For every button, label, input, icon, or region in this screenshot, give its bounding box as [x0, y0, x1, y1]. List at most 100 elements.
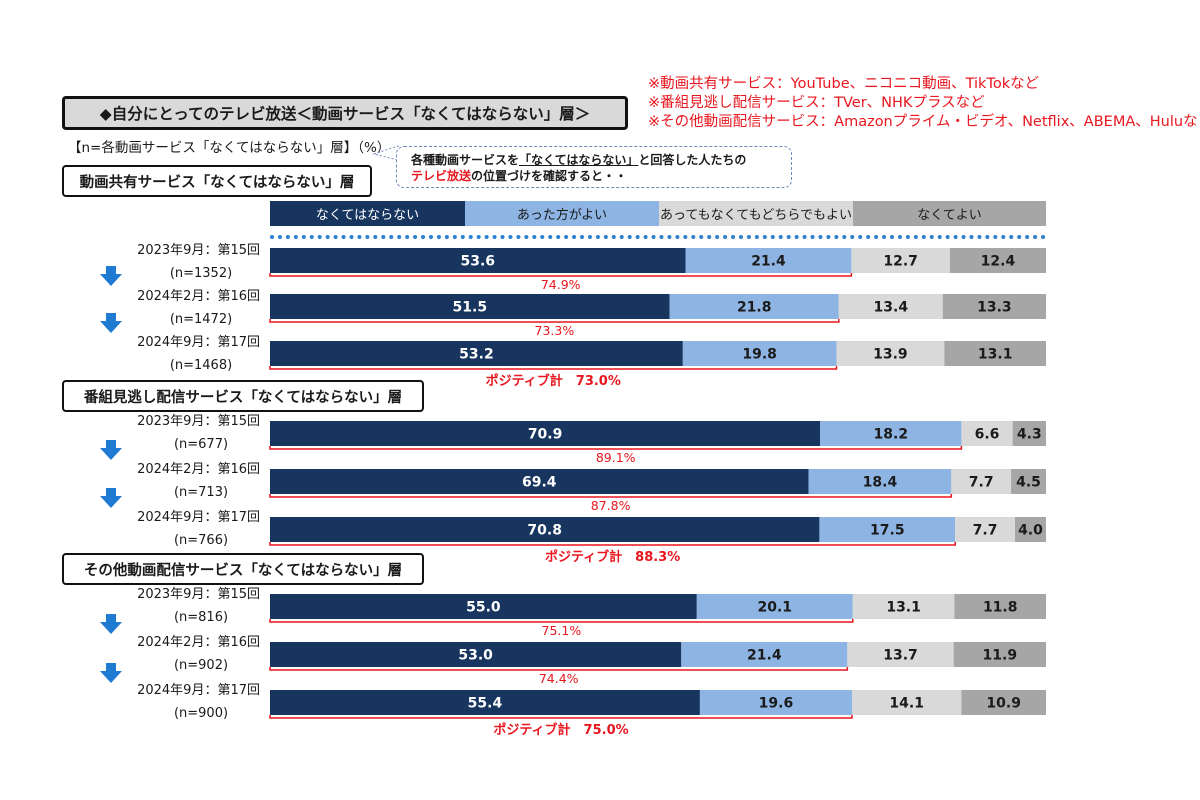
bar-value-label: 53.0 — [458, 648, 493, 664]
bar-segment-better-to-have — [808, 469, 952, 494]
bar-segment-not-needed — [1014, 517, 1046, 542]
bar-value-label: 13.9 — [873, 347, 908, 363]
bar-segment-better-to-have — [685, 248, 852, 273]
note-other-vod: ※その他動画配信サービス：Amazonプライム・ビデオ、Netflix、ABEM… — [648, 114, 1200, 130]
bar-segment-must-have — [270, 248, 686, 273]
bar-segment-must-have — [270, 341, 683, 366]
bar-value-label: 53.6 — [460, 254, 495, 270]
bar-segment-not-needed — [1011, 469, 1046, 494]
bar-value-label: 70.9 — [528, 427, 563, 443]
base-note: 【n=各動画サービス「なくてはならない」層】（%） — [68, 140, 391, 156]
bar-segment-not-needed — [961, 690, 1046, 715]
bar-segment-indifferent — [961, 421, 1013, 446]
bar-segment-must-have — [270, 642, 682, 667]
bar-segment-indifferent — [852, 690, 962, 715]
bar-segment-not-needed — [953, 642, 1046, 667]
group-title-catch-up: 番組見逃し配信サービス「なくてはならない」層 — [62, 380, 424, 412]
bar-segment-not-needed — [942, 294, 1046, 319]
bar-value-label: 18.2 — [874, 427, 909, 443]
bar-segment-indifferent — [951, 469, 1012, 494]
bar-segment-not-needed — [954, 594, 1046, 619]
group-title-video-sharing: 動画共有サービス「なくてはならない」層 — [62, 165, 372, 197]
note-catch-up: ※番組見逃し配信サービス：TVer、NHKプラスなど — [648, 95, 985, 111]
row-label: 2023年9月：第15回 (n=1352) — [137, 243, 260, 281]
bar-segment-indifferent — [838, 294, 943, 319]
bar-value-label: 7.7 — [973, 523, 998, 539]
bar-segment-not-needed — [1012, 421, 1046, 446]
bar-segment-indifferent — [836, 341, 945, 366]
positive-bracket — [269, 667, 849, 671]
legend-item-not-needed: なくてよい — [853, 201, 1046, 226]
bar-value-label: 17.5 — [870, 523, 905, 539]
bar-value-label: 13.4 — [874, 300, 909, 316]
legend-item-must-have: なくてはならない — [270, 201, 465, 226]
bar-value-label: 4.3 — [1017, 427, 1042, 443]
positive-bracket — [269, 619, 854, 623]
note-video-sharing: ※動画共有サービス：YouTube、ニコニコ動画、TikTokなど — [648, 76, 1040, 92]
bar-segment-indifferent — [851, 248, 950, 273]
bar-value-label: 55.0 — [466, 600, 501, 616]
bar-segment-better-to-have — [820, 421, 962, 446]
positive-bracket — [269, 494, 953, 498]
bar-segment-better-to-have — [699, 690, 852, 715]
legend-item-better-to-have: あった方がよい — [465, 201, 659, 226]
bar-value-label: 13.3 — [977, 300, 1012, 316]
bar-segment-better-to-have — [819, 517, 956, 542]
positive-total-label: ポジティブ計 88.3% — [545, 549, 680, 565]
row-label: 2023年9月：第15回 (n=816) — [137, 587, 260, 625]
bar-segment-better-to-have — [682, 341, 837, 366]
bar-value-label: 51.5 — [453, 300, 488, 316]
bar-value-label: 21.8 — [737, 300, 772, 316]
bar-value-label: 20.1 — [758, 600, 793, 616]
positive-total-label: ポジティブ計 75.0% — [493, 722, 628, 738]
service-notes: ※動画共有サービス：YouTube、ニコニコ動画、TikTokなど ※番組見逃し… — [648, 75, 1200, 132]
row-label: 2023年9月：第15回 (n=677) — [137, 414, 260, 452]
bar-segment-not-needed — [944, 341, 1046, 366]
positive-bracket — [269, 319, 840, 323]
legend-item-indifferent: あってもなくてもどちらでもよい — [659, 201, 853, 226]
bar-value-label: 12.7 — [883, 254, 918, 270]
callout-box: 各種動画サービスを「なくてはならない」と回答した人たちの テレビ放送の位置づけを… — [396, 146, 792, 188]
callout-line-2: テレビ放送の位置づけを確認すると・・ — [411, 169, 628, 183]
bar-segment-better-to-have — [696, 594, 853, 619]
callout-line-1: 各種動画サービスを「なくてはならない」と回答した人たちの — [411, 153, 747, 167]
bar-value-label: 13.7 — [883, 648, 918, 664]
positive-share-label: 74.4% — [539, 671, 579, 686]
bar-segment-must-have — [270, 469, 809, 494]
positive-bracket — [269, 542, 956, 546]
arrow-down-icon — [100, 313, 122, 333]
bar-value-label: 18.4 — [863, 475, 898, 491]
bar-value-label: 11.9 — [983, 648, 1018, 664]
bar-value-label: 19.6 — [759, 696, 794, 712]
positive-bracket — [269, 446, 963, 450]
positive-share-label: 89.1% — [596, 450, 636, 465]
positive-bracket — [269, 715, 853, 719]
bar-value-label: 7.7 — [969, 475, 994, 491]
bar-segment-indifferent — [955, 517, 1015, 542]
row-label: 2024年9月：第17回 (n=1468) — [137, 335, 260, 373]
arrow-down-icon — [100, 440, 122, 460]
bar-value-label: 21.4 — [747, 648, 782, 664]
bar-value-label: 4.0 — [1018, 523, 1043, 539]
row-label: 2024年9月：第17回 (n=900) — [137, 683, 260, 721]
legend-divider — [270, 235, 1046, 239]
bar-value-label: 12.4 — [981, 254, 1016, 270]
bar-segment-must-have — [270, 594, 697, 619]
arrow-down-icon — [100, 614, 122, 634]
bar-value-label: 10.9 — [986, 696, 1021, 712]
bar-value-label: 69.4 — [522, 475, 557, 491]
bar-segment-indifferent — [847, 642, 954, 667]
bar-segment-better-to-have — [681, 642, 848, 667]
bar-value-label: 4.5 — [1016, 475, 1041, 491]
positive-share-label: 73.3% — [535, 323, 575, 338]
bar-value-label: 21.4 — [751, 254, 786, 270]
bar-segment-must-have — [270, 294, 670, 319]
row-label: 2024年9月：第17回 (n=766) — [137, 510, 260, 548]
bar-segment-must-have — [270, 421, 821, 446]
bar-value-label: 13.1 — [978, 347, 1013, 363]
positive-bracket — [269, 366, 838, 370]
positive-share-label: 75.1% — [542, 623, 582, 638]
row-label: 2024年2月：第16回 (n=713) — [137, 462, 260, 500]
row-label: 2024年2月：第16回 (n=1472) — [137, 289, 260, 327]
